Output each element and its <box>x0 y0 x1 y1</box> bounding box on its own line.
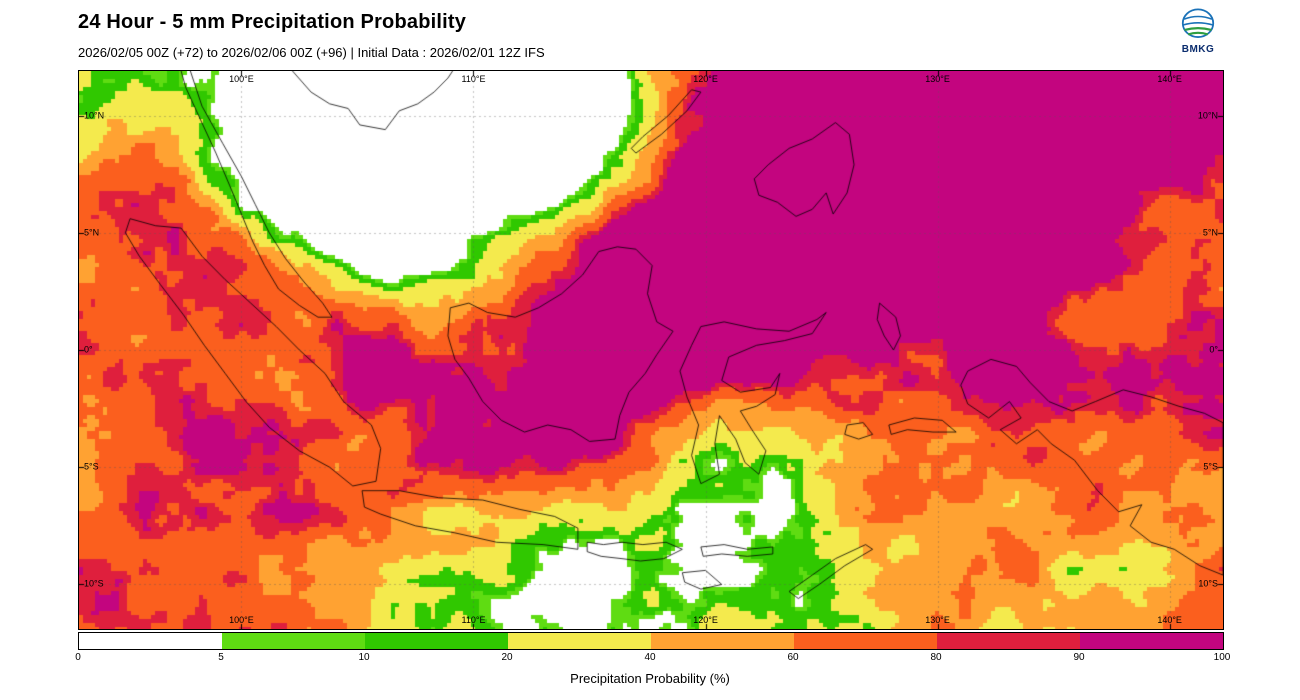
colorbar-tick-7: 90 <box>1073 652 1085 663</box>
colorbar-segment-2 <box>365 633 508 649</box>
lat-label-right-2: 0° <box>1209 344 1218 355</box>
lon-label-bottom-3: 130°E <box>925 615 950 625</box>
colorbar-segment-5 <box>794 633 937 649</box>
colorbar-segment-1 <box>222 633 365 649</box>
map-frame: 100°E 100°E 110°E 110°E 120°E 120°E 130°E 130°E… <box>78 70 1224 630</box>
lon-label-top-2: 120°E <box>693 74 718 84</box>
colorbar <box>78 632 1224 650</box>
lat-label-right-0: 10°N <box>1197 110 1218 121</box>
colorbar-tick-0: 0 <box>75 652 81 663</box>
lat-label-left-3: 5°S <box>84 461 99 472</box>
lat-label-right-1: 5°N <box>1202 227 1218 238</box>
bmkg-logo-label: BMKG <box>1181 44 1215 55</box>
colorbar-segment-3 <box>508 633 651 649</box>
colorbar-segment-7 <box>1080 633 1223 649</box>
lon-label-top-0: 100°E <box>229 74 254 84</box>
lat-label-right-3: 5°S <box>1203 461 1218 472</box>
colorbar-tick-3: 20 <box>501 652 513 663</box>
lat-label-left-1: 5°N <box>84 227 100 238</box>
lon-label-top-3: 130°E <box>925 74 950 84</box>
colorbar-label: Precipitation Probability (%) <box>570 671 730 686</box>
colorbar-tick-8: 100 <box>1213 652 1231 663</box>
lon-label-top-4: 140°E <box>1157 74 1182 84</box>
lon-label-bottom-0: 100°E <box>229 615 254 625</box>
lon-label-top-1: 110°E <box>461 74 486 84</box>
colorbar-segment-0 <box>79 633 222 649</box>
colorbar-tick-6: 80 <box>930 652 942 663</box>
page-title: 24 Hour - 5 mm Precipitation Probability <box>78 11 467 33</box>
colorbar-segment-4 <box>651 633 794 649</box>
precip-map-canvas <box>79 71 1223 629</box>
page-subtitle: 2026/02/05 00Z (+72) to 2026/02/06 00Z (… <box>78 45 545 60</box>
lon-label-bottom-1: 110°E <box>461 615 486 625</box>
colorbar-segment-6 <box>937 633 1080 649</box>
lat-label-left-0: 10°N <box>84 110 105 121</box>
lat-label-right-4: 10°S <box>1198 578 1218 589</box>
colorbar-tick-5: 60 <box>787 652 799 663</box>
lon-label-bottom-2: 120°E <box>693 615 718 625</box>
bmkg-globe-icon <box>1181 8 1215 38</box>
colorbar-tick-2: 10 <box>358 652 370 663</box>
lat-label-left-2: 0° <box>84 344 93 355</box>
colorbar-tick-1: 5 <box>218 652 224 663</box>
colorbar-ticks: 0 5 10 20 40 60 80 90 100 <box>75 652 1230 665</box>
lat-label-left-4: 10°S <box>84 578 104 589</box>
colorbar-tick-4: 40 <box>644 652 656 663</box>
lon-label-bottom-4: 140°E <box>1157 615 1182 625</box>
bmkg-logo: BMKG <box>1174 8 1222 55</box>
